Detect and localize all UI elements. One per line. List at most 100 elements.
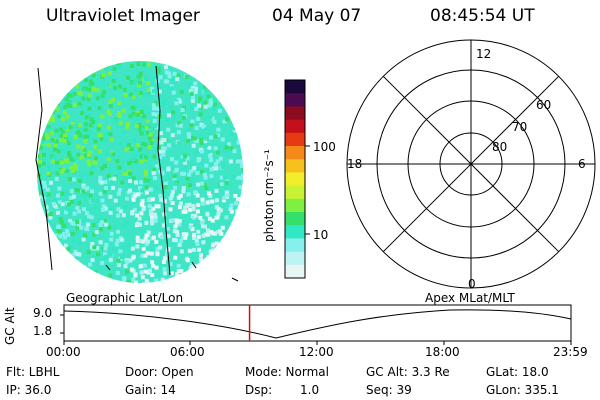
image-pixel (116, 191, 121, 196)
image-pixel (75, 230, 80, 235)
image-pixel (69, 157, 74, 162)
image-pixel (196, 202, 201, 207)
image-pixel (50, 109, 55, 114)
image-pixel (62, 235, 67, 240)
image-pixel (96, 63, 100, 68)
image-pixel (141, 207, 146, 212)
image-pixel (116, 111, 121, 116)
image-pixel (53, 73, 58, 78)
image-pixel (170, 190, 175, 194)
image-pixel (103, 206, 108, 211)
image-pixel (244, 110, 248, 114)
image-pixel (123, 172, 128, 177)
image-pixel (95, 246, 100, 251)
image-pixel (84, 226, 89, 231)
image-pixel (71, 177, 76, 182)
image-pixel (152, 154, 157, 159)
image-pixel (66, 265, 71, 269)
image-pixel (93, 139, 98, 144)
image-pixel (204, 168, 209, 173)
image-pixel (238, 274, 243, 279)
image-pixel (229, 67, 234, 72)
image-pixel (87, 106, 92, 111)
image-pixel (190, 105, 195, 110)
colorbar-segment (285, 172, 305, 187)
image-pixel (145, 251, 150, 256)
image-pixel (44, 64, 49, 69)
image-pixel (156, 66, 161, 71)
image-pixel (170, 157, 174, 162)
image-pixel (126, 279, 131, 283)
image-pixel (207, 264, 211, 269)
image-pixel (47, 167, 52, 172)
image-pixel (186, 127, 191, 132)
image-pixel (128, 188, 132, 193)
image-pixel (157, 107, 162, 112)
image-pixel (142, 285, 146, 289)
image-pixel (135, 78, 140, 83)
image-pixel (58, 249, 63, 254)
image-pixel (241, 206, 243, 211)
image-pixel (100, 261, 105, 266)
image-pixel (189, 119, 194, 124)
image-pixel (53, 64, 57, 69)
timeline-xtick-0000: 00:00 (46, 345, 81, 359)
image-pixel (193, 86, 198, 91)
image-pixel (109, 180, 114, 185)
image-pixel (144, 190, 149, 195)
image-pixel (94, 93, 99, 98)
image-pixel (213, 262, 218, 267)
image-pixel (51, 118, 56, 123)
image-pixel (149, 173, 154, 178)
image-pixel (60, 191, 65, 196)
image-pixel (226, 103, 231, 108)
image-pixel (127, 80, 132, 85)
image-pixel (136, 74, 141, 79)
image-pixel (73, 162, 78, 167)
image-pixel (198, 257, 203, 262)
image-pixel (152, 167, 157, 172)
image-pixel (55, 101, 60, 106)
image-pixel (203, 175, 208, 180)
image-pixel (102, 189, 107, 194)
image-pixel (140, 275, 145, 280)
image-pixel (162, 267, 167, 272)
image-pixel (61, 223, 66, 228)
image-pixel (59, 219, 64, 224)
image-pixel (198, 112, 203, 117)
image-pixel (69, 63, 73, 68)
image-pixel (83, 153, 88, 158)
image-pixel (224, 67, 228, 72)
image-pixel (89, 168, 93, 173)
image-pixel (88, 193, 93, 198)
image-pixel (208, 98, 213, 102)
image-pixel (202, 84, 207, 89)
image-pixel (68, 219, 73, 224)
image-pixel (110, 275, 115, 280)
image-pixel (211, 106, 215, 111)
image-pixel (144, 126, 149, 130)
image-pixel (95, 87, 100, 92)
image-pixel (188, 89, 193, 93)
image-pixel (171, 115, 176, 120)
image-pixel (146, 81, 151, 86)
image-pixel (38, 237, 43, 242)
image-pixel (208, 194, 213, 198)
image-pixel (68, 135, 73, 140)
image-pixel (182, 160, 187, 165)
image-pixel (203, 285, 207, 289)
image-pixel (89, 117, 94, 122)
image-pixel (138, 147, 143, 152)
image-pixel (73, 156, 78, 161)
image-pixel (135, 238, 140, 243)
image-pixel (210, 116, 215, 121)
image-pixel (42, 157, 47, 161)
image-pixel (139, 202, 144, 207)
image-pixel (204, 136, 209, 141)
image-pixel (216, 256, 221, 261)
image-pixel (112, 224, 117, 229)
image-pixel (166, 127, 171, 132)
image-pixel (201, 136, 206, 141)
image-pixel (77, 179, 82, 183)
image-pixel (215, 230, 220, 235)
